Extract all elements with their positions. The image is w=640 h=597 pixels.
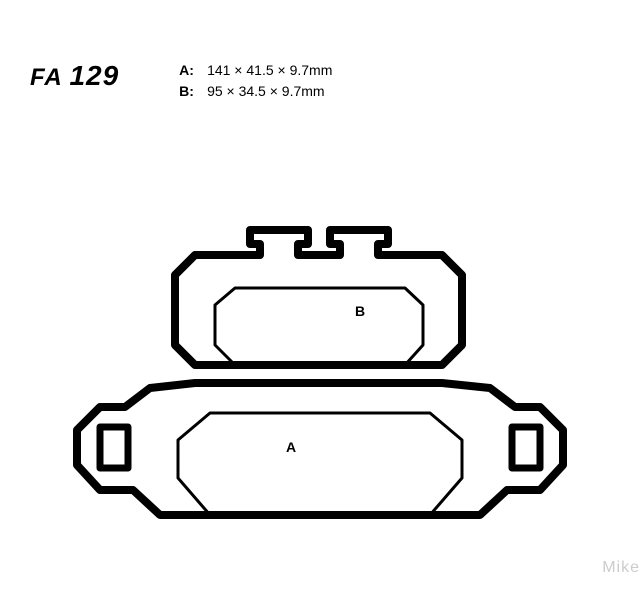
brake-pad-diagram: B A — [0, 120, 640, 540]
code-prefix: FA — [30, 64, 62, 91]
dim-b-value: 95 × 34.5 × 9.7mm — [207, 83, 325, 99]
dimension-row-b: B: 95 × 34.5 × 9.7mm — [179, 81, 332, 102]
top-pad-outline — [175, 230, 462, 365]
top-pad-inner — [215, 288, 423, 365]
top-pad-label: B — [355, 303, 365, 319]
bottom-pad-outline — [77, 383, 563, 515]
bottom-pad-inner — [178, 413, 462, 515]
header: FA 129 A: 141 × 41.5 × 9.7mm B: 95 × 34.… — [30, 60, 610, 102]
watermark: Mike — [602, 559, 640, 577]
product-code: FA 129 — [30, 60, 119, 92]
bottom-pad-hole-right — [512, 427, 540, 468]
dimension-row-a: A: 141 × 41.5 × 9.7mm — [179, 60, 332, 81]
bottom-pad-label: A — [286, 439, 296, 455]
diagram-svg: B A — [0, 120, 640, 540]
dim-b-label: B: — [179, 81, 203, 102]
dimensions-block: A: 141 × 41.5 × 9.7mm B: 95 × 34.5 × 9.7… — [179, 60, 332, 102]
dim-a-label: A: — [179, 60, 203, 81]
dim-a-value: 141 × 41.5 × 9.7mm — [207, 62, 332, 78]
code-number: 129 — [69, 60, 119, 91]
bottom-pad-hole-left — [100, 427, 128, 468]
